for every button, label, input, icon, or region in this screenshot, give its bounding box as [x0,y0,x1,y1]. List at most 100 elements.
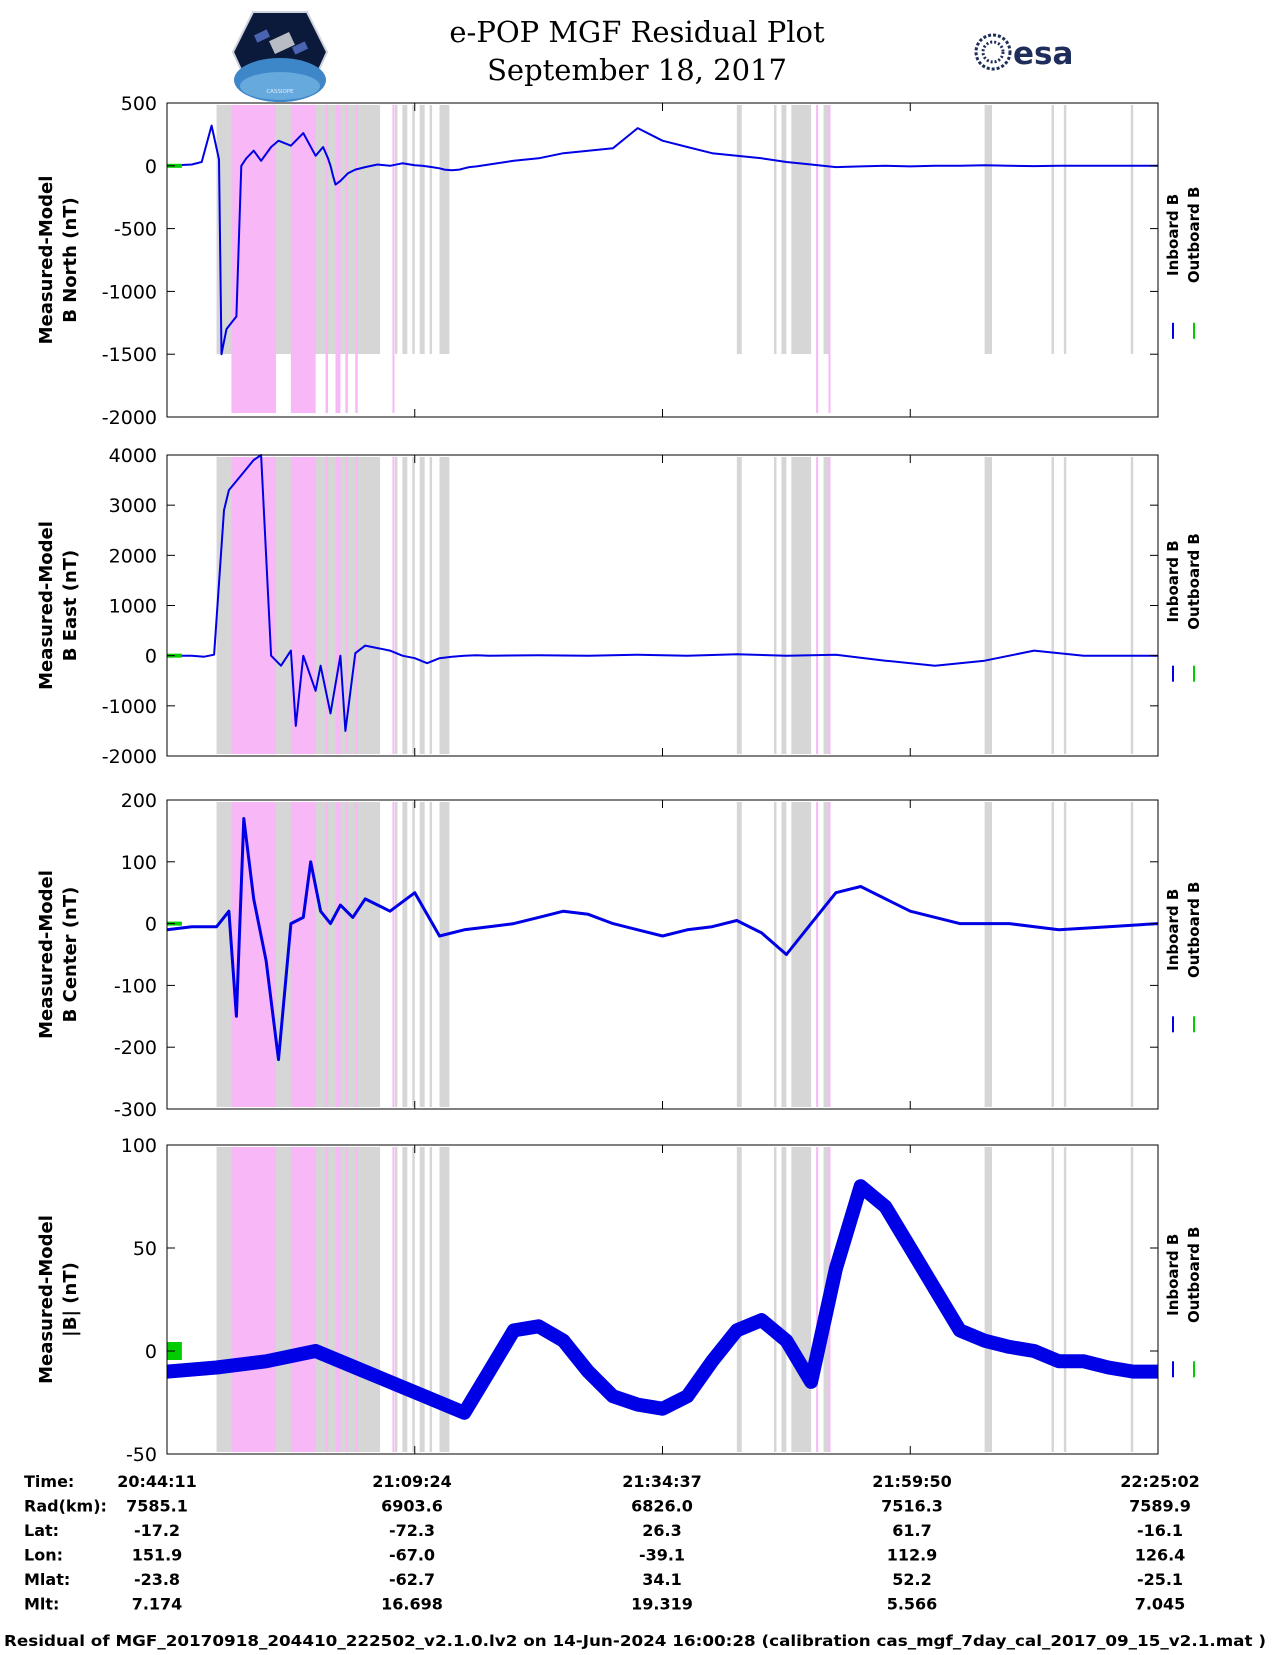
footer-caption: Residual of MGF_20170918_204410_222502_v… [4,1632,1266,1650]
gray-shade-band [823,457,829,754]
gray-shade-band [1130,802,1134,1107]
pink-shade-band [392,457,395,754]
pink-shade-band [345,105,348,413]
table-cell: 22:25:02 [1120,1472,1200,1491]
pink-shade-band [335,802,341,1107]
logo-right-text: esa [1013,36,1073,72]
y-axis-label-line1: Measured-Model [36,176,57,345]
table-row-label: Lat: [24,1521,59,1540]
pink-shade-band [828,457,831,754]
gray-shade-band [402,802,408,1107]
table-cell: 21:59:50 [872,1472,952,1491]
gray-shade-band [429,802,433,1107]
table-cell: 7.174 [132,1595,183,1614]
pink-shade-band [816,105,819,413]
gray-shade-band [394,105,398,354]
pink-shade-band [345,1147,348,1452]
gray-shade-band [781,457,787,754]
gray-shade-band [781,802,787,1107]
pink-shade-band [325,1147,329,1452]
gray-shade-band [402,105,408,354]
table-cell: -16.1 [1137,1521,1183,1540]
pink-shade-band [355,1147,358,1452]
y-tick-label: 3000 [109,495,157,517]
gray-shade-band [736,457,742,754]
pink-shade-band [392,105,395,413]
y-tick-label: -200 [114,1037,157,1059]
gray-shade-band [1051,802,1054,1107]
y-tick-label: 0 [145,646,157,668]
pink-shade-band [355,105,358,413]
table-cell: -17.2 [134,1521,180,1540]
table-cell: 16.698 [381,1595,443,1614]
gray-shade-band [781,105,787,354]
gray-shade-band [823,105,829,354]
table-cell: 21:34:37 [622,1472,702,1491]
legend: Inboard B Outboard B [1164,187,1203,339]
gray-shade-band [736,105,742,354]
gray-shade-band [394,802,398,1107]
y-tick-label: -1500 [102,344,157,366]
gray-shade-band [791,1147,812,1452]
gray-shade-band [402,457,408,754]
pink-shade-band [345,457,348,754]
inboard-series-line [166,817,1159,1062]
gray-shade-band [394,1147,398,1452]
gray-shade-band [736,1147,742,1452]
y-axis-label-line1: Measured-Model [36,1215,57,1384]
y-tick-label: -2000 [102,746,157,768]
y-tick-label: -2000 [102,407,157,429]
y-axis-label-line2: B North (nT) [60,197,81,323]
gray-shade-band [1130,1147,1134,1452]
panel-north: 500 0 -500 -1000 -1500 -2000 Measured-Model B N… [36,93,1203,429]
pink-shade-band [816,457,819,754]
table-cell: -67.0 [389,1546,435,1565]
gray-shade-band [419,105,425,354]
pink-shade-band [392,1147,395,1452]
gray-shade-band [823,802,829,1107]
table-cell: 19.319 [631,1595,693,1614]
gray-shade-band [791,457,812,754]
pink-shade-band [816,1147,819,1452]
gray-shade-band [1051,105,1054,354]
gray-shade-band [781,1147,787,1452]
table-cell: -62.7 [389,1570,435,1589]
table-cell: 21:09:24 [372,1472,452,1491]
y-tick-label: 0 [145,914,157,936]
table-cell: 7589.9 [1129,1497,1191,1516]
table-cell: 151.9 [132,1546,183,1565]
gray-shade-band [1051,457,1054,754]
logo-left-text: CASSIOPE [266,89,294,95]
pink-shade-band [290,802,316,1107]
gray-shade-band [439,457,450,754]
pink-shade-band [325,802,329,1107]
table-cell: 5.566 [887,1595,938,1614]
pink-shade-band [828,802,831,1107]
gray-shade-band [736,802,742,1107]
y-axis-label-line1: Measured-Model [36,521,57,690]
legend: Inboard B Outboard B [1164,1226,1203,1378]
gray-shade-band [402,1147,408,1452]
gray-shade-band [412,457,415,754]
gray-shade-band [1063,457,1067,754]
gray-shade-band [439,802,450,1107]
gray-shade-band [419,802,425,1107]
gray-shade-band [1063,1147,1067,1452]
table-row-label: Mlat: [24,1570,70,1589]
gray-shade-band [439,105,450,354]
table-row-label: Mlt: [24,1595,59,1614]
table-cell: 7585.1 [126,1497,188,1516]
pink-shade-band [355,802,358,1107]
y-tick-label: 1000 [109,596,157,618]
inboard-series-line [166,124,1158,356]
gray-shade-band [419,457,425,754]
y-axis-label-line2: B Center (nT) [60,887,81,1023]
pink-shade-band [325,105,329,413]
gray-shade-band [412,105,415,354]
table-cell: -39.1 [639,1546,685,1565]
legend-inboard-label: Inboard B [1164,889,1182,971]
y-tick-label: 200 [121,790,157,812]
y-tick-label: -100 [114,975,157,997]
